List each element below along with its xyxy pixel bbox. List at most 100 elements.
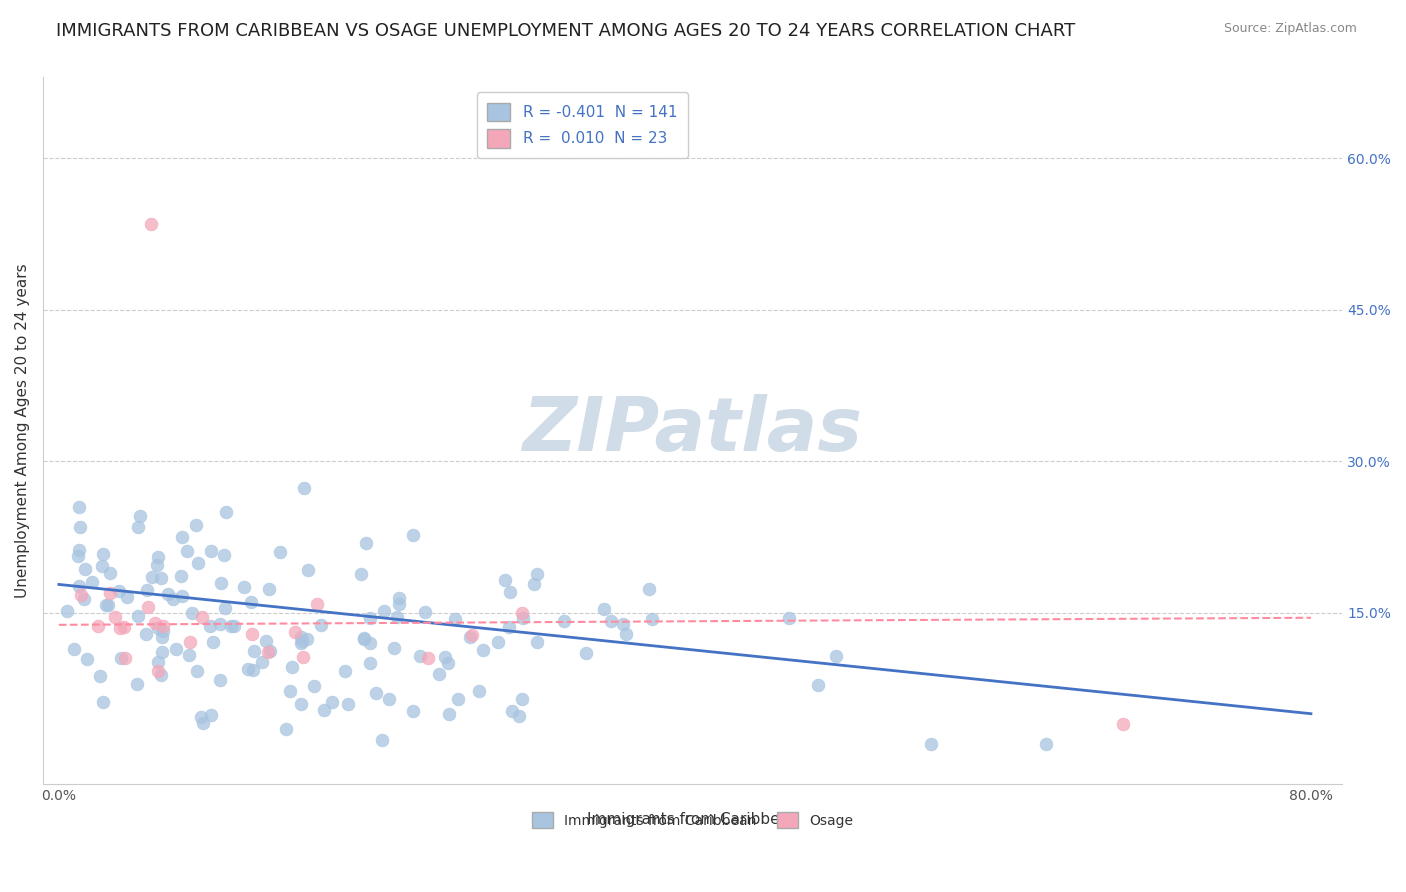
Point bbox=[377, 692, 399, 706]
Point bbox=[409, 649, 432, 664]
Point bbox=[149, 572, 172, 586]
Y-axis label: Unemployment Among Ages 20 to 24 years: Unemployment Among Ages 20 to 24 years bbox=[15, 264, 30, 599]
Point bbox=[460, 630, 482, 644]
Legend: Immigrants from Caribbean, Osage: Immigrants from Caribbean, Osage bbox=[527, 806, 859, 834]
Point bbox=[259, 643, 281, 657]
Point bbox=[471, 642, 494, 657]
Point bbox=[250, 655, 273, 669]
Point bbox=[824, 648, 846, 663]
Point bbox=[150, 668, 173, 682]
Point bbox=[148, 621, 170, 635]
Point bbox=[526, 635, 548, 649]
Point bbox=[136, 600, 159, 615]
Point bbox=[67, 543, 90, 558]
Point bbox=[575, 646, 598, 660]
Point bbox=[224, 619, 246, 633]
Point bbox=[87, 619, 110, 633]
Point bbox=[162, 592, 184, 607]
Point bbox=[127, 520, 149, 534]
Point bbox=[80, 575, 103, 590]
Point bbox=[214, 505, 236, 519]
Point bbox=[69, 520, 91, 534]
Point bbox=[141, 570, 163, 584]
Point bbox=[387, 609, 409, 624]
Point bbox=[447, 692, 470, 706]
Point bbox=[73, 562, 96, 576]
Point bbox=[641, 612, 664, 626]
Point bbox=[108, 583, 131, 598]
Point bbox=[512, 611, 534, 625]
Point bbox=[55, 604, 77, 618]
Point bbox=[94, 598, 117, 612]
Point bbox=[276, 722, 298, 736]
Point bbox=[233, 580, 256, 594]
Point bbox=[169, 568, 191, 582]
Point bbox=[284, 624, 307, 639]
Point bbox=[508, 709, 530, 723]
Point bbox=[920, 737, 942, 751]
Point bbox=[297, 632, 319, 646]
Point bbox=[402, 527, 425, 541]
Point bbox=[187, 556, 209, 570]
Point bbox=[209, 616, 232, 631]
Point bbox=[311, 617, 333, 632]
Point bbox=[96, 598, 118, 612]
Point bbox=[67, 500, 90, 515]
Point bbox=[172, 530, 194, 544]
Point bbox=[150, 630, 173, 644]
Point bbox=[370, 733, 392, 747]
Point bbox=[297, 563, 319, 577]
Point bbox=[98, 566, 121, 580]
Point bbox=[93, 695, 115, 709]
Point bbox=[146, 655, 169, 669]
Point bbox=[523, 577, 546, 591]
Point bbox=[190, 710, 212, 724]
Point bbox=[115, 590, 138, 604]
Point bbox=[170, 590, 193, 604]
Point bbox=[179, 635, 201, 649]
Point bbox=[1112, 716, 1135, 731]
Point bbox=[186, 518, 208, 533]
Point bbox=[191, 715, 214, 730]
Point bbox=[150, 645, 173, 659]
Text: IMMIGRANTS FROM CARIBBEAN VS OSAGE UNEMPLOYMENT AMONG AGES 20 TO 24 YEARS CORREL: IMMIGRANTS FROM CARIBBEAN VS OSAGE UNEMP… bbox=[56, 22, 1076, 40]
Point bbox=[468, 684, 491, 698]
Point bbox=[73, 591, 96, 606]
Point bbox=[127, 608, 149, 623]
Point bbox=[181, 606, 204, 620]
Point bbox=[281, 659, 304, 673]
Point bbox=[291, 633, 314, 648]
Point bbox=[807, 677, 830, 691]
Point bbox=[290, 697, 312, 711]
Point bbox=[353, 632, 375, 646]
Point bbox=[136, 582, 159, 597]
Point bbox=[240, 627, 263, 641]
Point bbox=[103, 610, 125, 624]
Point bbox=[143, 615, 166, 630]
Point bbox=[90, 558, 112, 573]
Point bbox=[444, 611, 467, 625]
Point bbox=[165, 641, 187, 656]
Point bbox=[152, 624, 174, 638]
Point bbox=[778, 611, 800, 625]
Point bbox=[257, 645, 280, 659]
Point bbox=[373, 604, 395, 618]
Point bbox=[208, 673, 231, 687]
Point bbox=[62, 642, 84, 657]
Point bbox=[98, 586, 121, 600]
Point bbox=[76, 652, 98, 666]
Point bbox=[434, 650, 457, 665]
Point bbox=[110, 650, 132, 665]
Point bbox=[553, 615, 575, 629]
Point bbox=[186, 665, 208, 679]
Point bbox=[290, 635, 312, 649]
Point bbox=[501, 704, 523, 718]
Point bbox=[612, 616, 634, 631]
Point bbox=[638, 582, 661, 596]
Point bbox=[314, 703, 336, 717]
Point bbox=[91, 547, 114, 561]
Point bbox=[526, 567, 548, 582]
Point bbox=[494, 573, 516, 587]
Point bbox=[114, 650, 136, 665]
Point bbox=[127, 677, 149, 691]
